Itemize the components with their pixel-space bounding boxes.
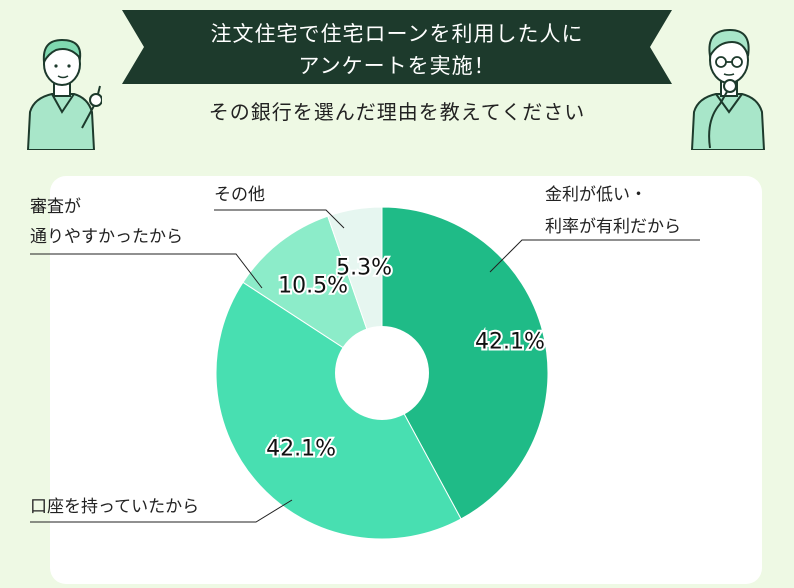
slice-low-interest — [381, 206, 549, 520]
title-line-2: アンケートを実施！ — [298, 54, 496, 78]
leader-line-easy-screening — [30, 253, 263, 289]
leader-line-low-interest — [489, 239, 700, 273]
pct-label-easy-screening: 10.5% — [278, 274, 348, 299]
pct-label-other: 5.3% — [336, 255, 392, 280]
category-label-low-interest-1: 金利が低い・ — [545, 185, 647, 205]
category-label-has-account-1: 口座を持っていたから — [30, 497, 199, 517]
leader-line-has-account — [30, 499, 293, 523]
slice-has-account — [215, 281, 462, 540]
pct-label-low-interest: 42.1% — [475, 330, 545, 355]
slice-easy-screening — [242, 215, 383, 375]
person-thinking-icon — [690, 28, 766, 150]
category-label-low-interest-2: 利率が有利だから — [545, 217, 681, 237]
title-banner — [122, 10, 672, 84]
title-line-1: 注文住宅で住宅ローンを利用した人に — [210, 22, 584, 46]
category-label-easy-screening-2: 通りやすかったから — [30, 227, 183, 247]
donut-hole — [335, 326, 429, 420]
leader-line-other — [214, 209, 345, 229]
person-pointing-icon — [26, 38, 102, 150]
pct-label-has-account: 42.1% — [266, 437, 336, 462]
category-label-other-1: その他 — [214, 185, 265, 205]
question-subtitle: その銀行を選んだ理由を教えてください — [208, 100, 586, 124]
category-label-easy-screening-1: 審査が — [30, 197, 81, 217]
